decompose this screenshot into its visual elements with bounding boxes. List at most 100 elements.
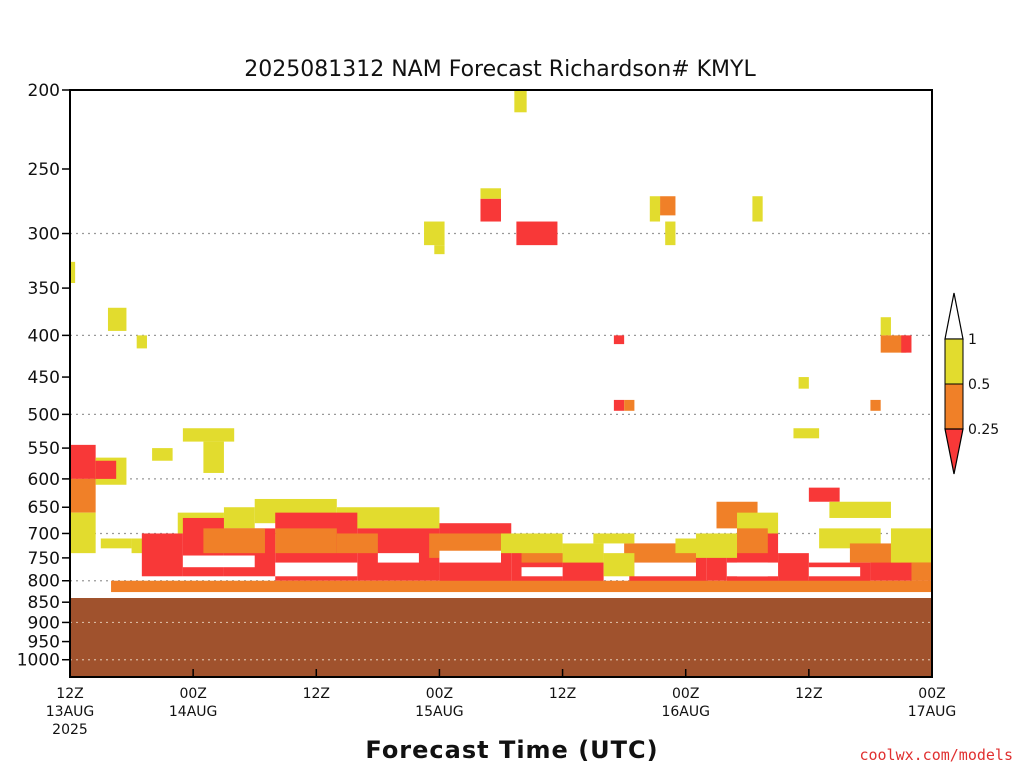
x-tick-label: 15AUG <box>415 704 464 720</box>
data-gap <box>521 567 563 577</box>
data-cell <box>182 428 235 442</box>
data-cell <box>849 543 902 563</box>
data-cell <box>613 335 625 345</box>
y-tick-label: 850 <box>28 593 60 613</box>
x-tick-label: 12Z <box>56 686 83 702</box>
data-gap <box>737 562 768 577</box>
data-cell <box>752 196 763 222</box>
x-tick-label: 12Z <box>549 686 576 702</box>
data-cell <box>829 501 891 518</box>
x-tick-label: 00Z <box>672 686 699 702</box>
data-gap <box>182 555 255 568</box>
data-cell <box>562 543 604 563</box>
data-gap <box>70 592 932 595</box>
data-cell <box>778 553 809 586</box>
y-tick-label: 900 <box>28 613 60 633</box>
data-cell <box>624 399 635 411</box>
data-cell <box>901 335 912 353</box>
y-tick-label: 350 <box>28 279 60 299</box>
data-cell <box>136 335 147 349</box>
x-tick-label: 00Z <box>918 686 945 702</box>
data-cell <box>798 377 809 389</box>
y-tick-label: 600 <box>28 470 60 490</box>
data-cells <box>70 90 933 677</box>
data-cell <box>152 448 173 461</box>
data-cell <box>336 507 440 529</box>
x-axis-label: Forecast Time (UTC) <box>365 736 658 764</box>
data-cell <box>516 221 558 246</box>
data-cell <box>107 307 127 331</box>
y-tick-label: 200 <box>28 81 60 101</box>
data-cell <box>70 512 96 554</box>
data-cell <box>649 196 661 222</box>
x-tick-label: 12Z <box>303 686 330 702</box>
legend-arrow-bottom <box>944 428 964 475</box>
data-cell <box>203 528 265 554</box>
data-cell <box>480 198 501 222</box>
data-cell <box>613 399 625 411</box>
data-cell <box>70 444 96 479</box>
data-cell <box>706 553 727 581</box>
x-tick-label: 14AUG <box>169 704 218 720</box>
x-tick-label: 2025 <box>52 722 88 738</box>
x-tick-label: 00Z <box>179 686 206 702</box>
data-cell <box>141 533 183 577</box>
data-gap <box>439 550 501 563</box>
data-cell <box>660 196 676 216</box>
data-cell <box>275 528 337 554</box>
chart-title: 2025081312 NAM Forecast Richardson# KMYL <box>244 57 756 82</box>
y-tick-label: 800 <box>28 572 60 592</box>
data-cell <box>424 221 445 246</box>
data-cell <box>808 487 840 502</box>
data-cell <box>695 533 738 558</box>
y-tick-label: 500 <box>28 405 60 425</box>
x-tick-label: 16AUG <box>661 704 710 720</box>
data-cell <box>890 528 932 563</box>
data-cell <box>70 478 96 513</box>
plot-frame <box>69 89 933 678</box>
data-cell <box>880 335 907 353</box>
legend-label: 0.25 <box>968 422 999 438</box>
y-tick-label: 450 <box>28 368 60 388</box>
y-tick-label: 1000 <box>17 651 60 671</box>
data-gap <box>634 562 696 577</box>
data-gap <box>808 567 861 577</box>
y-tick-label: 250 <box>28 160 60 180</box>
y-tick-label: 400 <box>28 326 60 346</box>
y-tick-label: 550 <box>28 439 60 459</box>
data-cell <box>793 428 820 439</box>
y-axis-ticks: 200 250 300 350 400 450 500 550 600 650 700 750 8008… <box>17 81 70 671</box>
data-cell <box>514 90 527 113</box>
y-tick-label: 950 <box>28 633 60 653</box>
data-cell <box>880 317 891 336</box>
data-cell <box>593 533 635 544</box>
data-cell <box>603 553 635 577</box>
legend-label: 0.5 <box>968 377 990 393</box>
x-tick-label: 13AUG <box>46 704 95 720</box>
data-cell <box>95 460 117 479</box>
y-tick-label: 750 <box>28 549 60 569</box>
data-gap <box>377 553 419 563</box>
y-tick-label: 650 <box>28 498 60 518</box>
data-cell <box>665 221 676 246</box>
color-legend: 1 0.5 0.25 <box>944 292 999 475</box>
x-tick-label: 00Z <box>426 686 453 702</box>
y-tick-label: 700 <box>28 524 60 544</box>
data-cell <box>111 580 933 594</box>
data-cell <box>911 562 932 581</box>
legend-bin-yellow <box>944 338 964 385</box>
data-cell <box>434 245 445 255</box>
legend-arrow-top <box>944 292 964 340</box>
data-gap <box>275 562 358 577</box>
x-axis-ticks: 12Z 13AUG 2025 00Z 14AUG 12Z 00Z 15AUG 12Z 00Z 16A… <box>46 669 956 738</box>
data-cell <box>737 512 779 534</box>
data-cell <box>223 507 255 529</box>
data-cell <box>501 533 563 554</box>
legend-bin-orange <box>944 383 964 430</box>
data-cell <box>819 528 881 549</box>
data-cell <box>870 399 881 411</box>
x-tick-label: 12Z <box>795 686 822 702</box>
data-cell <box>100 538 132 549</box>
legend-label: 1 <box>968 332 977 348</box>
